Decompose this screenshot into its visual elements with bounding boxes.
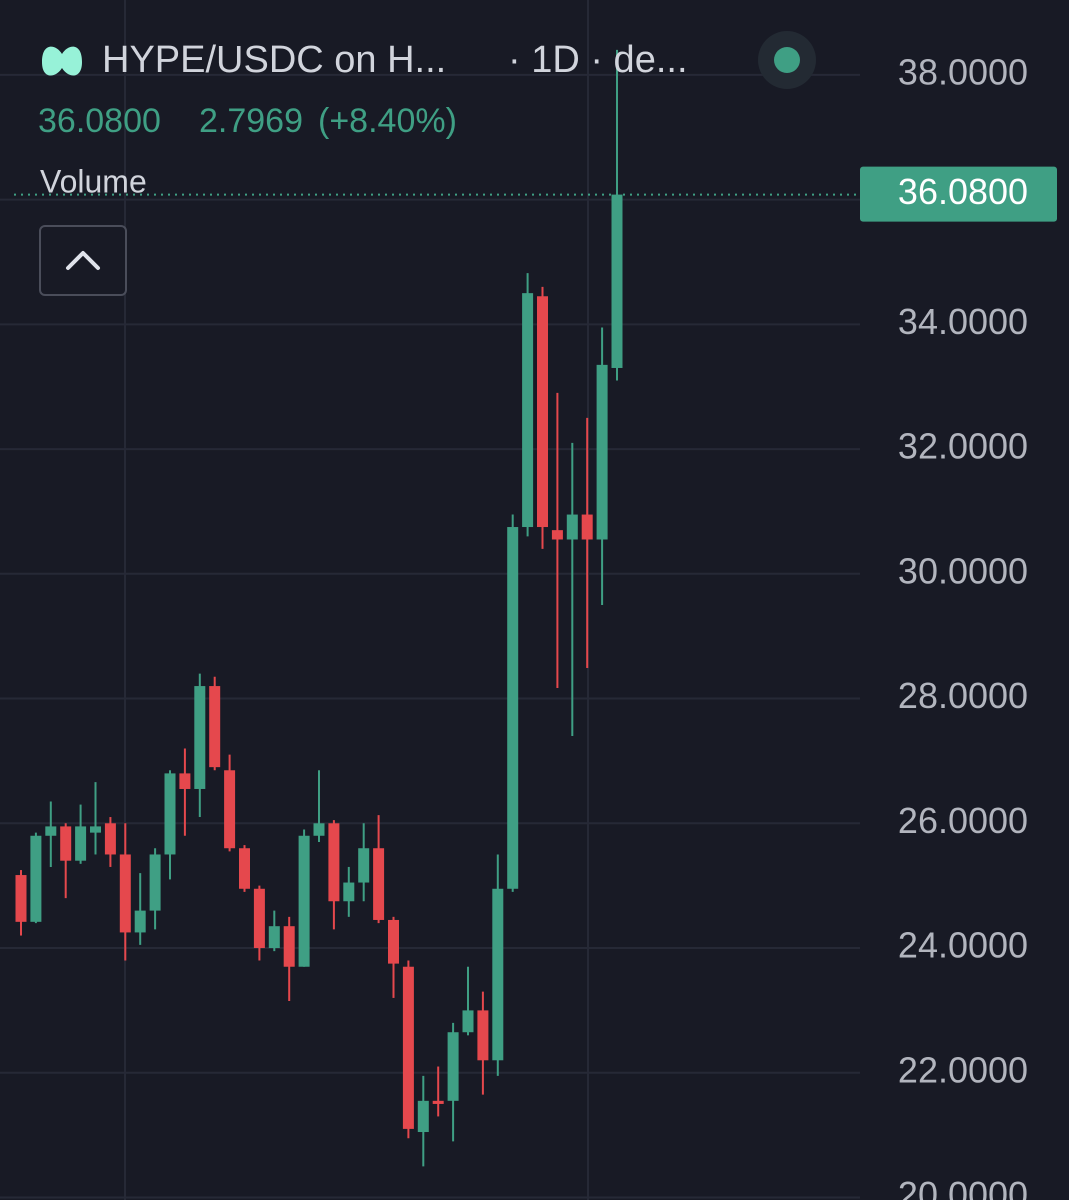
candle-body (149, 854, 161, 911)
candle-body (45, 826, 57, 836)
y-tick-label: 38.0000 (898, 51, 1028, 92)
y-tick-label: 30.0000 (898, 550, 1028, 591)
logo-shape (42, 46, 82, 76)
change-pct: (+8.40%) (318, 102, 457, 140)
symbol: HYPE/USDC on H... (102, 39, 446, 81)
candle-body (134, 910, 146, 933)
candle-body (209, 686, 221, 768)
candle-body (298, 835, 310, 967)
candle-body (343, 882, 355, 902)
overlay: 36.0800 (14, 166, 1057, 222)
y-tick-label: 26.0000 (898, 800, 1028, 841)
candle-body (224, 770, 236, 849)
y-tick-label: 20.0000 (898, 1174, 1028, 1200)
candle-body (60, 826, 72, 861)
candle-body (611, 194, 623, 368)
candle-body (313, 823, 325, 836)
candle-body (358, 848, 370, 883)
candle-body (522, 293, 534, 528)
collapse-button[interactable] (39, 225, 127, 296)
candle-body (119, 854, 131, 933)
candle-body (328, 823, 340, 902)
candle-body (90, 826, 101, 833)
price-tag-bg (860, 166, 1057, 222)
volume-label: Volume (40, 163, 147, 199)
candles (15, 49, 623, 1167)
candle-body (373, 848, 385, 920)
candle-body (194, 686, 206, 789)
candle-body (417, 1100, 429, 1133)
candle-body (15, 875, 27, 922)
candle-body (447, 1032, 459, 1101)
candle-body (537, 296, 548, 528)
y-tick-label: 32.0000 (898, 426, 1028, 467)
candle-body (551, 530, 563, 540)
y-tick-label: 28.0000 (898, 675, 1028, 716)
candle-body (492, 888, 504, 1061)
change: 2.7969 (199, 102, 303, 140)
candle-body (581, 514, 593, 540)
candle-body (179, 773, 191, 789)
interval: · 1D · de... (508, 39, 688, 81)
candle-body (30, 835, 42, 922)
candle-body (104, 823, 116, 855)
logo (42, 46, 82, 76)
chevron-up (66, 251, 100, 270)
candle-body (462, 1010, 474, 1033)
y-tick-label: 34.0000 (898, 301, 1028, 342)
candle-body (75, 826, 87, 861)
candle-body (283, 926, 295, 967)
candle-body (164, 773, 176, 855)
candle-body (253, 888, 265, 949)
candle-body (402, 966, 414, 1129)
candle-body (477, 1010, 489, 1061)
price-tag: 36.0800 (898, 171, 1028, 212)
y-tick-label: 22.0000 (898, 1049, 1028, 1090)
candle-body (566, 514, 578, 540)
candle-body (268, 926, 280, 949)
candle-body (239, 848, 250, 889)
candle-body (507, 527, 519, 889)
last-price: 36.0800 (38, 102, 161, 140)
candle-body (432, 1100, 444, 1104)
status-dot[interactable] (774, 47, 800, 73)
y-tick-label: 24.0000 (898, 925, 1028, 966)
candle-body (388, 919, 399, 964)
candle-body (596, 364, 608, 540)
